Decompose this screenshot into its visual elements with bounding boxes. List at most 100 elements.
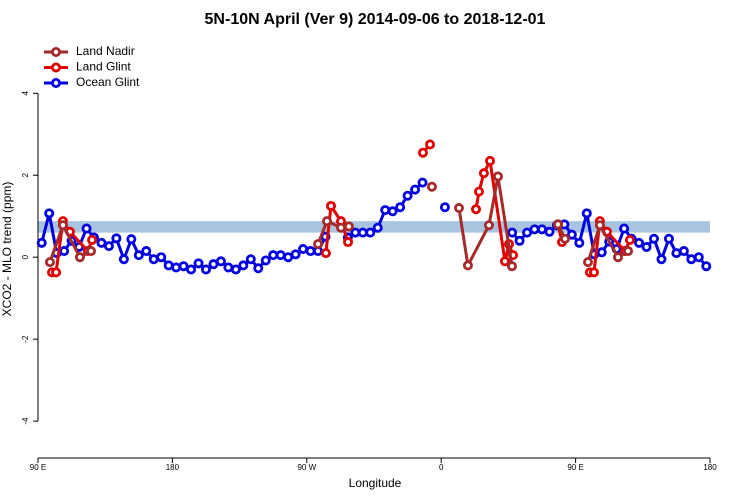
data-point [619, 223, 630, 234]
x-tick-label: 90 E [567, 463, 583, 472]
data-point [478, 168, 489, 179]
x-tick-label: 90 E [30, 463, 46, 472]
data-point [321, 216, 332, 227]
y-axis-title: XCO2 - MLO trend (ppm) [0, 182, 14, 317]
data-point [634, 237, 645, 248]
legend-marker [51, 62, 62, 73]
data-point [663, 233, 674, 244]
data-point [424, 139, 435, 150]
data-point [453, 203, 464, 214]
data-point [238, 260, 249, 271]
data-point [473, 186, 484, 197]
data-point [193, 258, 204, 269]
data-point [410, 184, 421, 195]
data-point [678, 246, 689, 257]
data-point [613, 252, 624, 263]
data-point [178, 261, 189, 272]
data-point [439, 202, 450, 213]
y-tick-label: 4 [21, 91, 30, 96]
data-point [417, 177, 428, 188]
data-point [44, 257, 55, 268]
data-point [483, 220, 494, 231]
data-point [499, 256, 510, 267]
data-point [57, 220, 68, 231]
x-tick-label: 0 [439, 463, 444, 472]
data-point [624, 234, 635, 245]
data-point [260, 255, 271, 266]
data-point [111, 233, 122, 244]
data-point [701, 261, 712, 272]
data-point [245, 254, 256, 265]
data-point [320, 248, 331, 259]
data-point [325, 200, 336, 211]
data-point [492, 171, 503, 182]
data-point [559, 233, 570, 244]
x-tick-label: 180 [703, 463, 717, 472]
data-point [81, 223, 92, 234]
data-point [215, 256, 226, 267]
data-point [343, 221, 354, 232]
data-point [514, 235, 525, 246]
y-tick-label: -4 [21, 417, 30, 425]
data-point [582, 257, 593, 268]
data-point [470, 204, 481, 215]
data-point [552, 219, 563, 230]
data-point [290, 249, 301, 260]
data-point [44, 208, 55, 219]
data-point [656, 254, 667, 265]
data-point [118, 254, 129, 265]
data-point [596, 247, 607, 258]
legend-label: Land Glint [76, 60, 131, 74]
data-point [507, 227, 518, 238]
data-point [312, 239, 323, 250]
data-point [86, 246, 97, 257]
data-point [156, 252, 167, 263]
data-point [171, 262, 182, 273]
data-point [522, 227, 533, 238]
legend-label: Land Nadir [76, 44, 135, 58]
data-point [96, 237, 107, 248]
y-tick-label: -2 [21, 335, 30, 343]
data-point [506, 261, 517, 272]
data-point [87, 234, 98, 245]
data-point [186, 264, 197, 275]
data-point [623, 246, 634, 257]
data-point [365, 227, 376, 238]
data-point [462, 260, 473, 271]
data-point [51, 267, 62, 278]
data-point [372, 222, 383, 233]
data-point [253, 263, 264, 274]
data-point [594, 220, 605, 231]
data-point [200, 264, 211, 275]
data-point [649, 233, 660, 244]
data-point [544, 226, 555, 237]
legend-marker [51, 78, 62, 89]
y-tick-label: 2 [21, 172, 30, 177]
x-axis-title: Longitude [349, 476, 402, 490]
data-point [103, 241, 114, 252]
data-point [335, 222, 346, 233]
data-point [574, 237, 585, 248]
data-point [417, 147, 428, 158]
data-point [126, 234, 137, 245]
data-point [36, 237, 47, 248]
data-point [395, 202, 406, 213]
y-tick-label: 0 [21, 254, 30, 259]
data-point [380, 205, 391, 216]
legend-marker [51, 47, 62, 58]
data-point [588, 267, 599, 278]
data-point [74, 252, 85, 263]
data-point [59, 246, 70, 257]
data-point [230, 264, 241, 275]
data-point [387, 206, 398, 217]
data-point [426, 181, 437, 192]
legend-label: Ocean Glint [76, 75, 140, 89]
data-point [133, 250, 144, 261]
chart-title: 5N-10N April (Ver 9) 2014-09-06 to 2018-… [205, 11, 546, 28]
data-point [343, 237, 354, 248]
x-tick-label: 90 W [297, 463, 316, 472]
data-point [485, 155, 496, 166]
x-tick-label: 180 [166, 463, 180, 472]
data-point [581, 208, 592, 219]
